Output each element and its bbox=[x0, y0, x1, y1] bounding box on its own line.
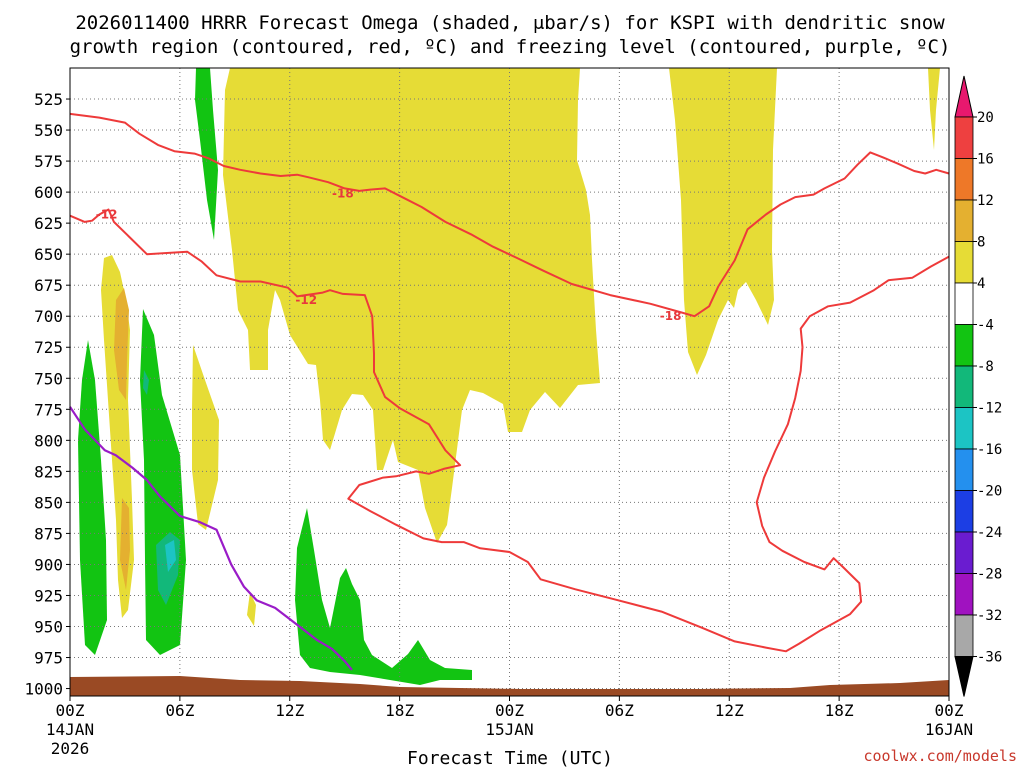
y-tick-label: 650 bbox=[34, 245, 63, 264]
y-tick-label: 950 bbox=[34, 617, 63, 636]
contour-label: -18 bbox=[660, 309, 682, 323]
omega-4-shade bbox=[512, 180, 538, 280]
colorbar-swatch bbox=[954, 614, 974, 657]
colorbar-label: -28 bbox=[977, 567, 1002, 583]
contour-labels: -12 -18 -12 -18 bbox=[96, 186, 682, 323]
y-tick-label: 575 bbox=[34, 152, 63, 171]
x-tick-label: 06Z bbox=[165, 701, 194, 720]
x-tick-label: 12Z bbox=[275, 701, 304, 720]
colorbar-label: 16 bbox=[977, 152, 994, 168]
colorbar-swatch bbox=[954, 199, 974, 242]
chart-title-line1: 2026011400 HRRR Forecast Omega (shaded, … bbox=[75, 12, 945, 34]
colorbar-top-arrow bbox=[954, 75, 974, 118]
colorbar-swatch bbox=[954, 282, 974, 325]
colorbar-label: 4 bbox=[977, 276, 985, 292]
colorbar-label: 20 bbox=[977, 110, 994, 126]
y-tick-label: 925 bbox=[34, 586, 63, 605]
omega-4-shade bbox=[223, 68, 600, 543]
omega-neg12-shade bbox=[165, 540, 176, 572]
colorbar-swatch bbox=[954, 365, 974, 408]
omega-neg4-shade bbox=[195, 68, 218, 240]
colorbar-label: -8 bbox=[977, 359, 994, 375]
x-tick-date-label: 15JAN bbox=[485, 720, 533, 739]
omega-8-shade bbox=[114, 288, 129, 400]
y-tick-label: 725 bbox=[34, 338, 63, 357]
omega-neg4-shade bbox=[295, 508, 472, 685]
omega-4-shade bbox=[192, 345, 219, 530]
contour-label: -12 bbox=[295, 293, 317, 307]
y-tick-label: 675 bbox=[34, 276, 63, 295]
colorbar-swatch bbox=[954, 241, 974, 284]
y-tick-label: 850 bbox=[34, 493, 63, 512]
terrain-surface bbox=[70, 676, 949, 696]
y-axis-ticks: 525 550 575 600 625 650 675 700 725 750 775 800 825 8… bbox=[24, 90, 70, 699]
y-tick-label: 600 bbox=[34, 183, 63, 202]
x-tick-date-label: 16JAN bbox=[925, 720, 973, 739]
colorbar-swatch bbox=[954, 407, 974, 450]
x-tick-label: 18Z bbox=[385, 701, 414, 720]
omega-8-shade bbox=[120, 498, 130, 590]
omega-4-shade bbox=[247, 592, 256, 626]
contour-lines bbox=[69, 112, 950, 671]
plot-area: -12 -18 -12 -18 bbox=[69, 68, 950, 696]
colorbar-swatch bbox=[954, 531, 974, 574]
colorbar-swatch bbox=[954, 573, 974, 616]
omega-neg8-shade bbox=[143, 370, 149, 395]
colorbar-label: -4 bbox=[977, 318, 994, 334]
y-tick-label: 550 bbox=[34, 121, 63, 140]
colorbar-bottom-arrow bbox=[954, 656, 974, 697]
colorbar-label: -36 bbox=[977, 650, 1002, 666]
y-tick-label: 750 bbox=[34, 369, 63, 388]
y-tick-label: 775 bbox=[34, 400, 63, 419]
colorbar-swatch bbox=[954, 448, 974, 491]
omega-shading bbox=[78, 68, 940, 685]
y-tick-label: 1000 bbox=[24, 680, 63, 699]
y-tick-label: 800 bbox=[34, 431, 63, 450]
x-tick-date-label: 14JAN bbox=[46, 720, 94, 739]
x-tick-label: 00Z bbox=[495, 701, 524, 720]
colorbar-label: 12 bbox=[977, 193, 994, 209]
colorbar-label: -20 bbox=[977, 484, 1002, 500]
x-axis-label: Forecast Time (UTC) bbox=[407, 748, 613, 768]
omega-4-shade bbox=[669, 68, 777, 375]
colorbar-swatch bbox=[954, 158, 974, 201]
isotherm-line bbox=[69, 208, 950, 653]
x-tick-label: 00Z bbox=[935, 701, 964, 720]
isotherm-line bbox=[69, 112, 950, 318]
x-tick-label: 18Z bbox=[825, 701, 854, 720]
y-tick-label: 525 bbox=[34, 90, 63, 109]
omega-neg4-shade bbox=[78, 340, 107, 655]
chart-title-line2: growth region (contoured, red, ºC) and f… bbox=[70, 36, 951, 58]
y-tick-label: 700 bbox=[34, 307, 63, 326]
omega-4-shade bbox=[928, 68, 940, 150]
colorbar-label: 8 bbox=[977, 235, 985, 251]
x-tick-label: 00Z bbox=[56, 701, 85, 720]
colorbar-label: -12 bbox=[977, 401, 1002, 417]
colorbar-swatch bbox=[954, 324, 974, 367]
x-tick-label: 06Z bbox=[605, 701, 634, 720]
colorbar: 20 16 12 8 4 -4 -8 -12 -16 -20 -24 -28 -32 -36 bbox=[954, 75, 1002, 697]
colorbar-swatch bbox=[954, 116, 974, 159]
y-tick-label: 625 bbox=[34, 214, 63, 233]
x-tick-label: 12Z bbox=[715, 701, 744, 720]
y-tick-label: 900 bbox=[34, 555, 63, 574]
y-tick-label: 825 bbox=[34, 462, 63, 481]
colorbar-swatch bbox=[954, 490, 974, 533]
freezing-level-line bbox=[69, 406, 353, 671]
contour-label: -18 bbox=[332, 186, 354, 200]
site-credit: coolwx.com/models bbox=[863, 747, 1017, 765]
y-tick-label: 975 bbox=[34, 649, 63, 668]
colorbar-label: -16 bbox=[977, 442, 1002, 458]
colorbar-label: -24 bbox=[977, 525, 1002, 541]
contour-label: -12 bbox=[96, 207, 118, 221]
grid-lines bbox=[70, 68, 949, 696]
x-tick-year-label: 2026 bbox=[51, 739, 90, 758]
y-tick-label: 875 bbox=[34, 524, 63, 543]
colorbar-label: -32 bbox=[977, 608, 1002, 624]
